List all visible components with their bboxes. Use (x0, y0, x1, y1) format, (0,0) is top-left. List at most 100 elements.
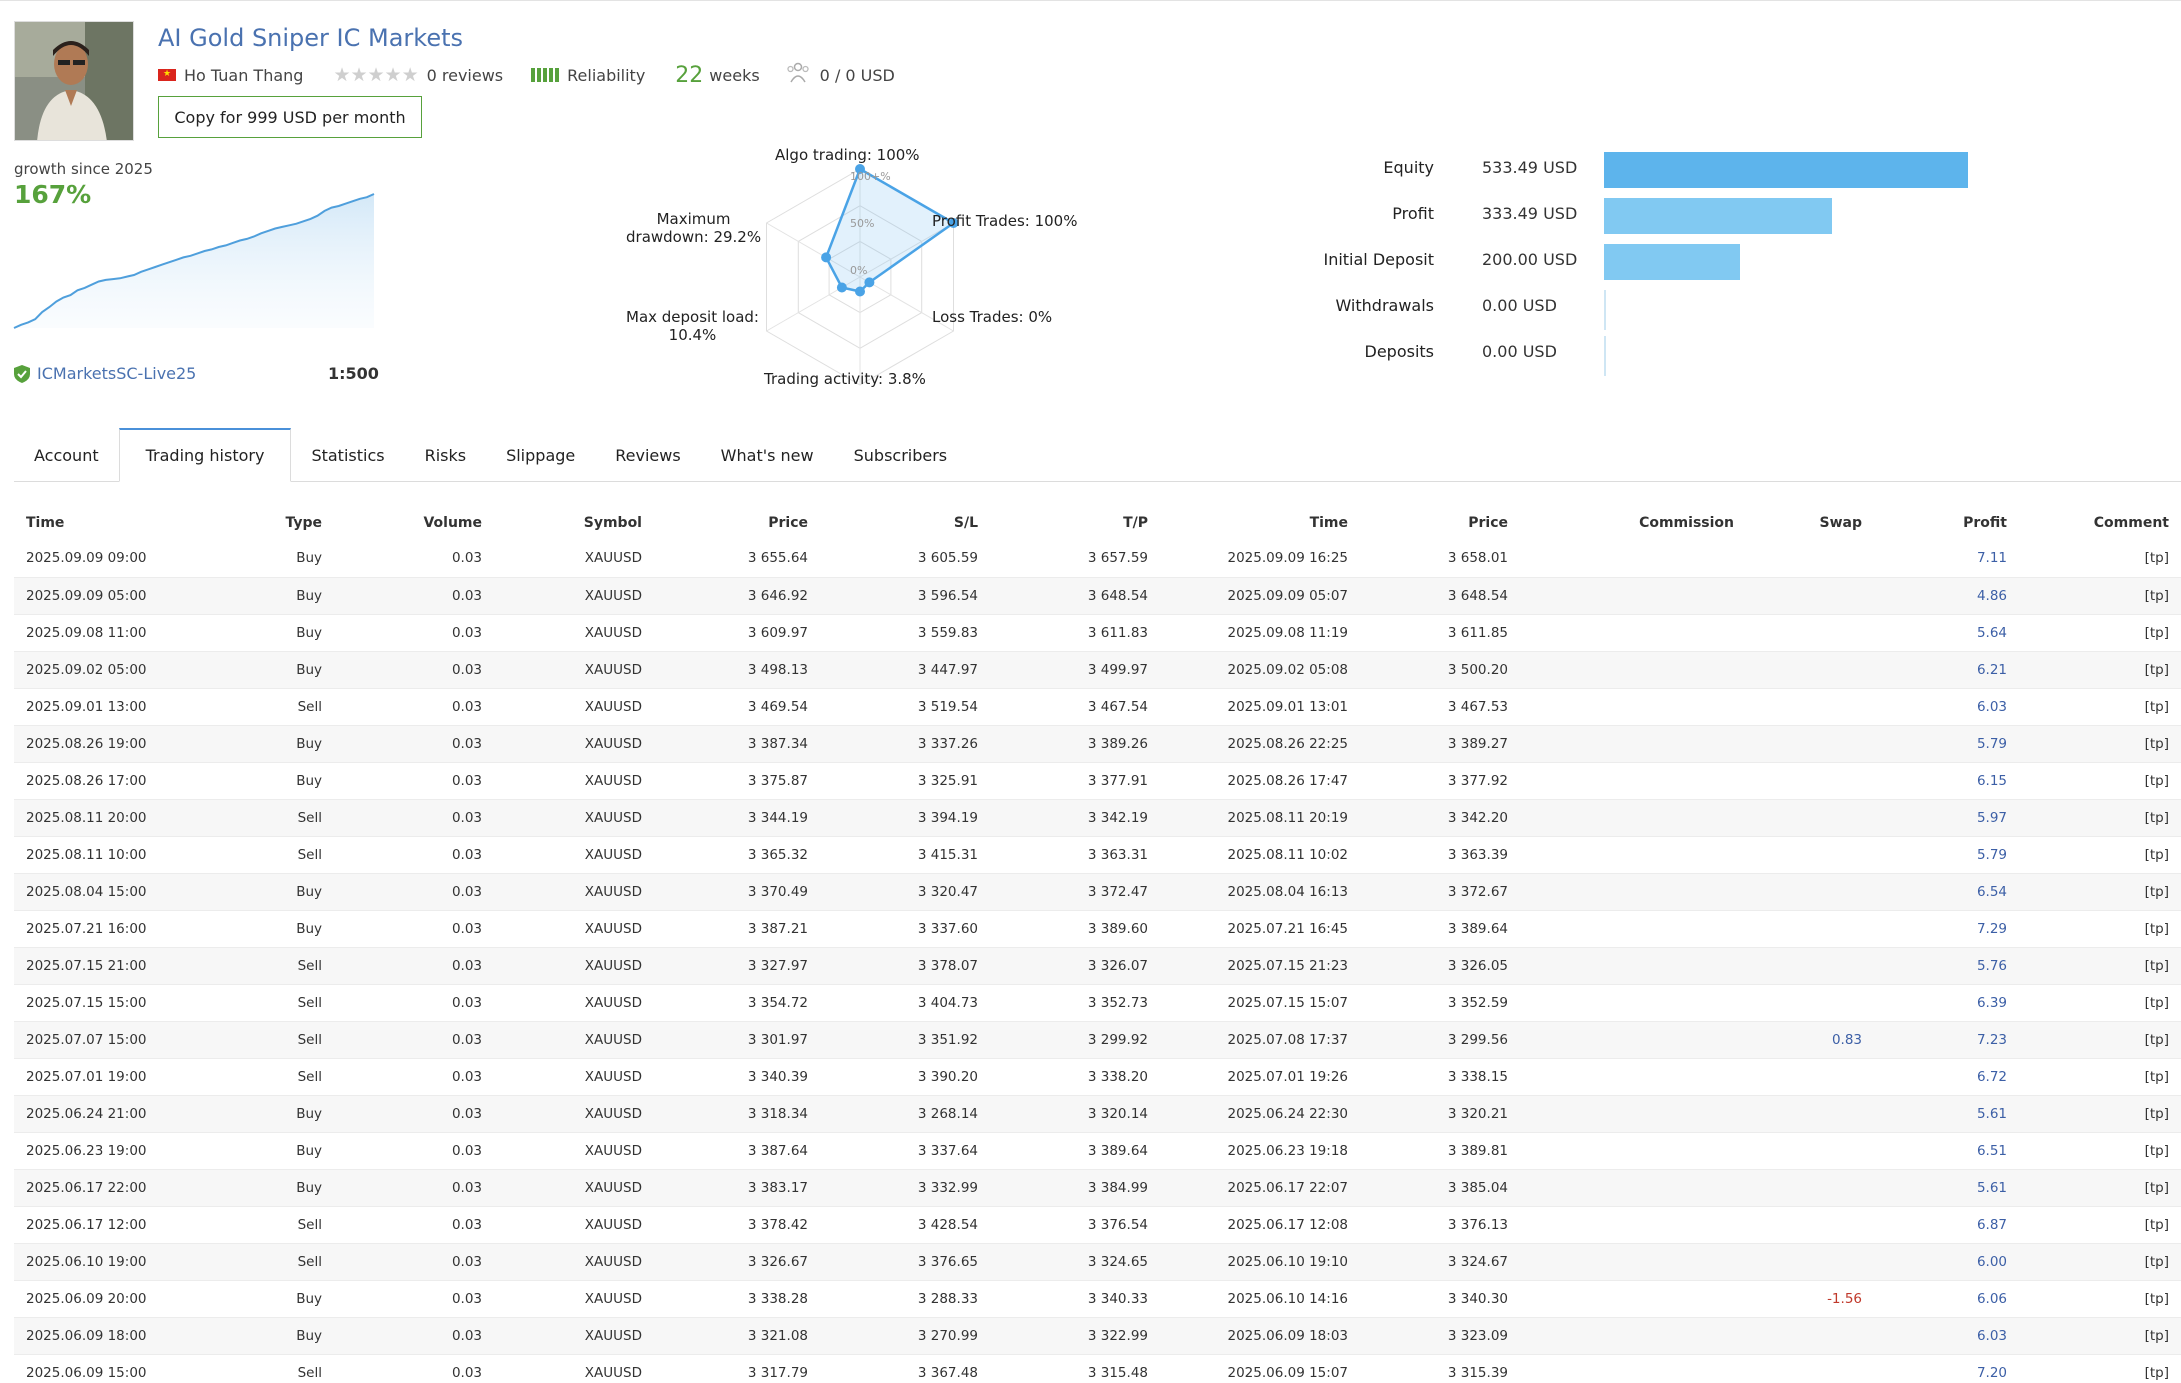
signal-title[interactable]: AI Gold Sniper IC Markets (158, 24, 464, 52)
summary-bar-initial-deposit[interactable] (1604, 244, 1740, 280)
radar-point-loss[interactable] (864, 277, 875, 288)
cell-symbol: XAUUSD (584, 994, 642, 1011)
summary-bar-equity[interactable] (1604, 152, 1968, 188)
summary-bar-profit[interactable] (1604, 198, 1832, 234)
growth-chart[interactable] (12, 186, 376, 336)
copy-subscribe-button[interactable]: Copy for 999 USD per month (158, 96, 422, 138)
col-stop-loss[interactable]: S/L (953, 515, 978, 531)
col-swap[interactable]: Swap (1819, 515, 1863, 531)
table-row[interactable]: 2025.06.23 19:00 Buy 0.03 XAUUSD 3 387.64 3 3… (14, 1132, 2181, 1169)
cell-stop-loss: 3 404.73 (917, 994, 978, 1011)
cell-take-profit: 3 389.26 (1087, 735, 1148, 752)
author-avatar[interactable] (14, 21, 134, 141)
cell-close-time: 2025.09.09 05:07 (1227, 587, 1349, 604)
radar-point-activity[interactable] (855, 286, 865, 297)
author-name[interactable]: Ho Tuan Thang (184, 65, 304, 85)
cell-profit: 6.03 (1976, 1327, 2007, 1344)
tab-risks[interactable]: Risks (424, 445, 467, 465)
broker-server[interactable]: ICMarketsSC-Live25 (14, 364, 196, 383)
cell-comment: [tp] (2144, 1031, 2169, 1048)
cell-open-time: 2025.06.09 15:00 (26, 1364, 147, 1381)
server-name[interactable]: ICMarketsSC-Live25 (37, 364, 197, 383)
tab-reviews[interactable]: Reviews (615, 445, 681, 465)
table-row[interactable]: 2025.08.26 17:00 Buy 0.03 XAUUSD 3 375.87 3 3… (14, 762, 2181, 799)
cell-close-price: 3 372.67 (1447, 883, 1508, 900)
table-row[interactable]: 2025.06.09 18:00 Buy 0.03 XAUUSD 3 321.08 3 2… (14, 1317, 2181, 1354)
col-comment[interactable]: Comment (2093, 515, 2169, 531)
col-profit[interactable]: Profit (1963, 515, 2007, 531)
table-row[interactable]: 2025.08.04 15:00 Buy 0.03 XAUUSD 3 370.49 3 3… (14, 873, 2181, 910)
table-row[interactable]: 2025.09.02 05:00 Buy 0.03 XAUUSD 3 498.13 3 4… (14, 651, 2181, 688)
tab-subscribers[interactable]: Subscribers (853, 445, 948, 465)
cell-profit: 7.29 (1976, 920, 2007, 937)
table-row[interactable]: 2025.06.17 22:00 Buy 0.03 XAUUSD 3 383.17 3 3… (14, 1169, 2181, 1206)
table-row[interactable]: 2025.06.10 19:00 Sell 0.03 XAUUSD 3 326.67 3 … (14, 1243, 2181, 1280)
cell-open-time: 2025.07.07 15:00 (26, 1031, 147, 1048)
summary-label-deposits: Deposits (1364, 342, 1435, 361)
col-volume[interactable]: Volume (423, 515, 482, 531)
cell-close-price: 3 611.85 (1447, 624, 1508, 641)
table-row[interactable]: 2025.09.01 13:00 Sell 0.03 XAUUSD 3 469.54 3 … (14, 688, 2181, 725)
radar-points (821, 164, 959, 297)
cell-volume: 0.03 (451, 1068, 482, 1085)
cell-volume: 0.03 (451, 587, 482, 604)
table-row[interactable]: 2025.09.09 05:00 Buy 0.03 XAUUSD 3 646.92 3 5… (14, 577, 2181, 614)
table-row[interactable]: 2025.06.09 20:00 Buy 0.03 XAUUSD 3 338.28 3 2… (14, 1280, 2181, 1317)
table-row[interactable]: 2025.07.15 15:00 Sell 0.03 XAUUSD 3 354.72 3 … (14, 984, 2181, 1021)
cell-close-price: 3 389.64 (1447, 920, 1508, 937)
tab-account[interactable]: Account (34, 445, 99, 465)
cell-stop-loss: 3 415.31 (917, 846, 978, 863)
tab-trading-history[interactable]: Trading history (118, 428, 292, 482)
col-symbol[interactable]: Symbol (583, 515, 642, 531)
cell-volume: 0.03 (451, 809, 482, 826)
cell-commission (1520, 1132, 1746, 1169)
cell-close-time: 2025.06.09 15:07 (1227, 1364, 1349, 1381)
cell-profit: 6.39 (1976, 994, 2007, 1011)
radar-point-algo[interactable] (855, 164, 865, 174)
tab-whats-new[interactable]: What's new (720, 445, 814, 465)
tab-slippage[interactable]: Slippage (506, 445, 576, 465)
cell-commission (1520, 836, 1746, 873)
col-close-time[interactable]: Time (1309, 515, 1348, 531)
radar-point-profit[interactable] (948, 218, 959, 228)
col-open-time[interactable]: Time (26, 515, 65, 531)
radar-point-drawdown[interactable] (821, 252, 832, 263)
col-close-price[interactable]: Price (1468, 515, 1508, 531)
cell-swap (1746, 873, 1874, 910)
table-row[interactable]: 2025.07.07 15:00 Sell 0.03 XAUUSD 3 301.97 3 … (14, 1021, 2181, 1058)
tab-statistics[interactable]: Statistics (311, 445, 385, 465)
cell-commission (1520, 910, 1746, 947)
cell-comment: [tp] (2144, 994, 2169, 1011)
table-row[interactable]: 2025.08.11 10:00 Sell 0.03 XAUUSD 3 365.32 3 … (14, 836, 2181, 873)
cell-commission (1520, 540, 1746, 577)
reviews-count[interactable]: 0 reviews (426, 65, 504, 85)
radar-point-load[interactable] (836, 282, 847, 293)
table-row[interactable]: 2025.07.21 16:00 Buy 0.03 XAUUSD 3 387.21 3 3… (14, 910, 2181, 947)
cell-take-profit: 3 363.31 (1087, 846, 1148, 863)
summary-label-initial-deposit: Initial Deposit (1323, 250, 1434, 269)
table-row[interactable]: 2025.09.09 09:00 Buy 0.03 XAUUSD 3 655.64 3 6… (14, 540, 2181, 577)
cell-close-time: 2025.07.08 17:37 (1227, 1031, 1349, 1048)
cell-take-profit: 3 324.65 (1087, 1253, 1148, 1270)
table-row[interactable]: 2025.06.24 21:00 Buy 0.03 XAUUSD 3 318.34 3 2… (14, 1095, 2181, 1132)
col-type[interactable]: Type (285, 515, 322, 531)
subscribers-icon (786, 62, 810, 88)
cell-open-price: 3 301.97 (747, 1031, 808, 1048)
table-row[interactable]: 2025.08.11 20:00 Sell 0.03 XAUUSD 3 344.19 3 … (14, 799, 2181, 836)
col-open-price[interactable]: Price (768, 515, 808, 531)
table-row[interactable]: 2025.07.15 21:00 Sell 0.03 XAUUSD 3 327.97 3 … (14, 947, 2181, 984)
col-commission[interactable]: Commission (1639, 515, 1734, 531)
col-take-profit[interactable]: T/P (1123, 515, 1148, 531)
cell-open-time: 2025.08.04 15:00 (26, 883, 147, 900)
reliability-bars-icon (531, 68, 560, 82)
table-row[interactable]: 2025.06.17 12:00 Sell 0.03 XAUUSD 3 378.42 3 … (14, 1206, 2181, 1243)
cell-profit: 6.54 (1976, 883, 2007, 900)
cell-close-time: 2025.09.02 05:08 (1227, 661, 1349, 678)
table-row[interactable]: 2025.08.26 19:00 Buy 0.03 XAUUSD 3 387.34 3 3… (14, 725, 2181, 762)
table-row[interactable]: 2025.07.01 19:00 Sell 0.03 XAUUSD 3 340.39 3 … (14, 1058, 2181, 1095)
table-row[interactable]: 2025.06.09 15:00 Sell 0.03 XAUUSD 3 317.79 3 … (14, 1354, 2181, 1383)
cell-take-profit: 3 611.83 (1087, 624, 1148, 641)
radar-polygon (824, 167, 956, 293)
cell-swap (1746, 1243, 1874, 1280)
table-row[interactable]: 2025.09.08 11:00 Buy 0.03 XAUUSD 3 609.97 3 5… (14, 614, 2181, 651)
